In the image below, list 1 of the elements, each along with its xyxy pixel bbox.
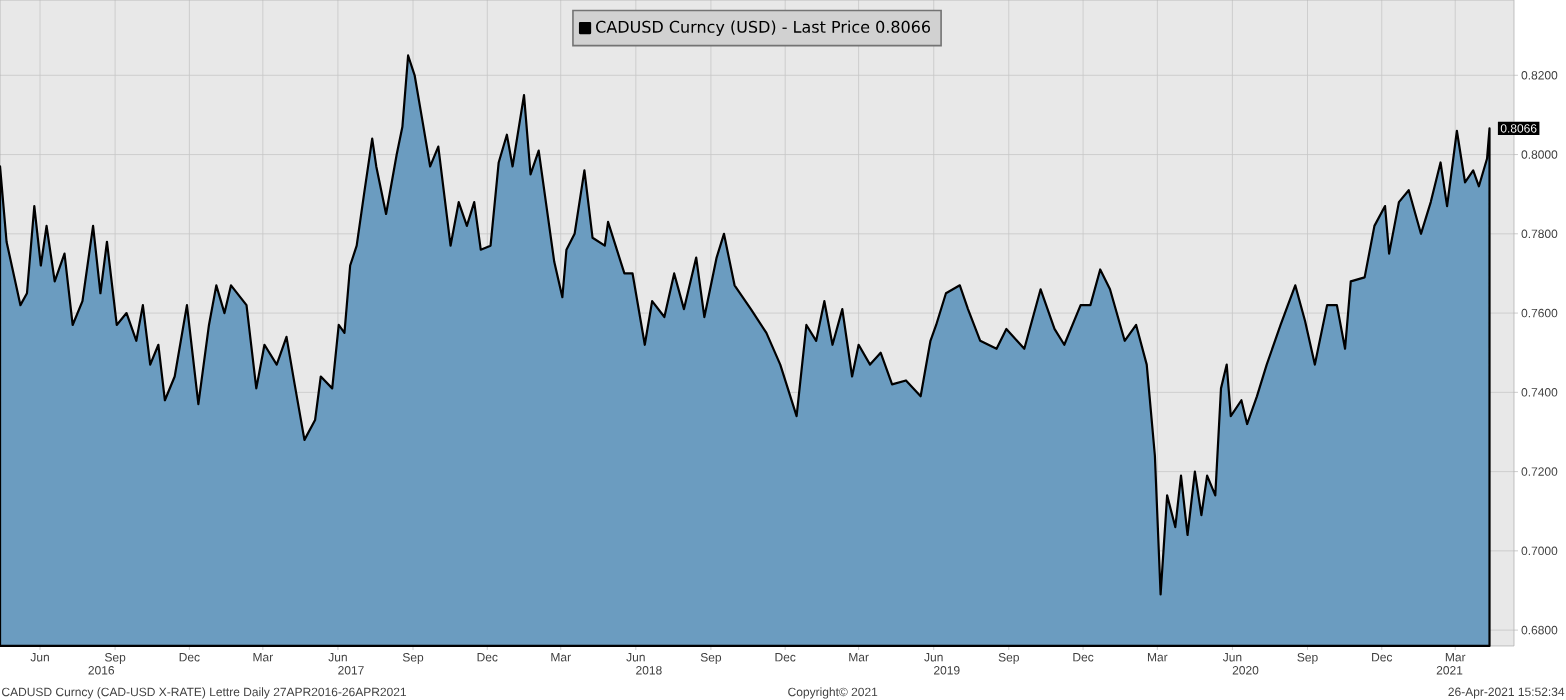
legend-label: CADUSD Curncy (USD) - Last Price 0.8066 xyxy=(596,20,931,36)
